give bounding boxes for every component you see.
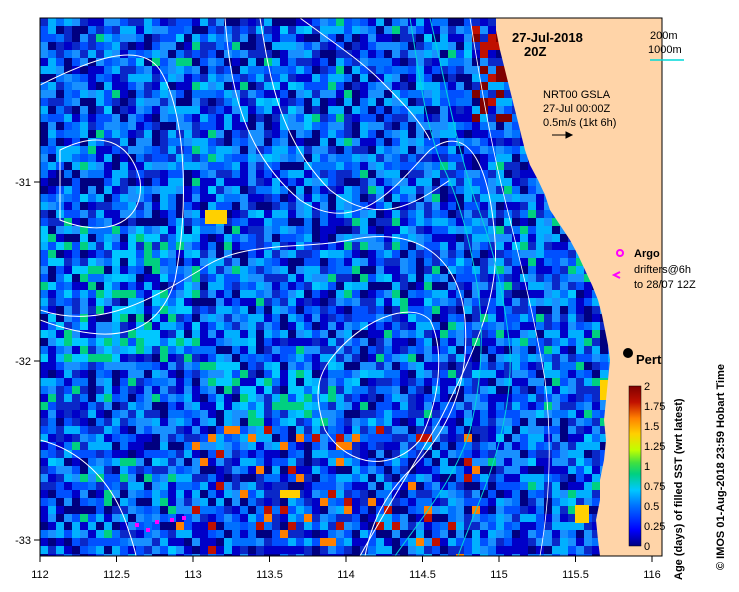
land-mass (496, 18, 662, 556)
y-tick-label: -31 (15, 177, 31, 189)
drifters-legend: drifters@6h to 28/07 12Z (611, 264, 696, 291)
colorbar-tick-label: 1 (644, 461, 650, 473)
colorbar-tick-label: 0 (644, 541, 650, 553)
x-tick-label: 112 (31, 569, 49, 581)
x-tick-label: 116 (643, 569, 661, 581)
x-tick-label: 114 (337, 569, 355, 581)
bathymetry-200m (469, 18, 550, 556)
colorbar-tick-label: 0.5 (644, 501, 659, 513)
drifter-symbol (611, 271, 621, 279)
colorbar-tick-label: 1.5 (644, 421, 659, 433)
header-date: 27-Jul-2018 (512, 30, 583, 45)
header-time: 20Z (524, 44, 546, 59)
argo-label: Argo (634, 248, 660, 260)
colorbar-label: Age (days) of filled SST (wrt latest) (673, 398, 685, 580)
drifter-tracks (135, 516, 186, 532)
colorbar-tick-label: 2 (644, 381, 650, 393)
colorbar-tick-label: 0.75 (644, 481, 665, 493)
x-tick-label: 114.5 (409, 569, 436, 581)
x-tick-label: 113 (184, 569, 202, 581)
plot-frame (39, 17, 663, 557)
y-axis: -31 -32 -33 (15, 177, 40, 547)
current-datetime: 27-Jul 00:00Z (543, 103, 611, 115)
credit-text: © IMOS 01-Aug-2018 23:59 Hobart Time (715, 364, 727, 570)
colorbar-ramp (628, 385, 642, 547)
perth-label: Perth (636, 352, 669, 367)
drifters-until: to 28/07 12Z (634, 279, 696, 291)
x-tick-label: 113.5 (256, 569, 283, 581)
sst-mosaic (40, 18, 662, 556)
x-tick-label: 112.5 (103, 569, 130, 581)
depth-legend-1000m: 1000m (648, 44, 682, 56)
y-tick-label: -32 (15, 356, 31, 368)
colorbar-ticks: 0 0.25 0.5 0.75 1 1.25 1.5 1.75 2 (644, 381, 665, 553)
drifters-label: drifters@6h (634, 264, 691, 276)
perth-marker (623, 348, 633, 358)
current-product: NRT00 GSLA (543, 89, 611, 101)
argo-legend: Argo (616, 248, 660, 260)
argo-symbol (616, 249, 624, 257)
depth-legend-200m: 200m (650, 30, 678, 42)
x-tick-label: 115.5 (562, 569, 589, 581)
bathymetry-contours (394, 18, 511, 556)
y-tick-label: -33 (15, 535, 31, 547)
x-tick-label: 115 (490, 569, 508, 581)
colorbar-tick-label: 1.25 (644, 441, 665, 453)
ssh-contours (40, 18, 497, 556)
colorbar: 0 0.25 0.5 0.75 1 1.25 1.5 1.75 2 Age (days) of … (628, 381, 685, 580)
x-axis: 112 112.5 113 113.5 114 114.5 115 115.5 116 (31, 556, 661, 581)
current-scale-arrow (552, 131, 574, 139)
colorbar-tick-label: 1.75 (644, 401, 665, 413)
current-scale: 0.5m/s (1kt 6h) (543, 117, 616, 129)
colorbar-tick-label: 0.25 (644, 521, 665, 533)
